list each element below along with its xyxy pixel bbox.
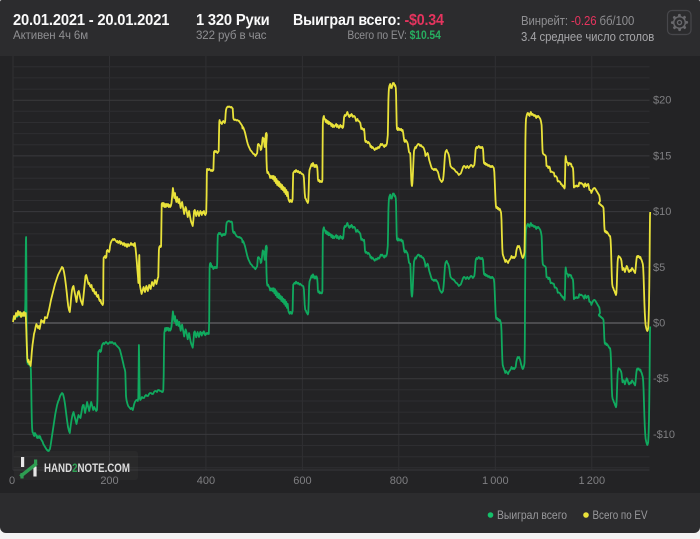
svg-text:$0: $0 xyxy=(653,318,665,330)
svg-text:Выиграл всего: Выиграл всего xyxy=(497,508,567,522)
svg-text:$15: $15 xyxy=(653,150,671,162)
svg-text:600: 600 xyxy=(293,475,311,487)
svg-text:1 200: 1 200 xyxy=(578,475,605,487)
svg-text:$10: $10 xyxy=(653,206,671,218)
svg-text:-$10: -$10 xyxy=(653,429,675,441)
svg-text:1 000: 1 000 xyxy=(482,475,509,487)
svg-text:200: 200 xyxy=(100,475,118,487)
svg-text:HAND2NOTE.COM: HAND2NOTE.COM xyxy=(44,463,130,475)
svg-text:0: 0 xyxy=(9,475,15,487)
svg-text:-$5: -$5 xyxy=(653,373,669,385)
svg-text:400: 400 xyxy=(197,475,215,487)
svg-text:Всего по EV: Всего по EV xyxy=(593,508,648,522)
svg-text:$5: $5 xyxy=(653,262,665,274)
svg-text:$20: $20 xyxy=(653,95,671,107)
svg-text:800: 800 xyxy=(390,475,408,487)
